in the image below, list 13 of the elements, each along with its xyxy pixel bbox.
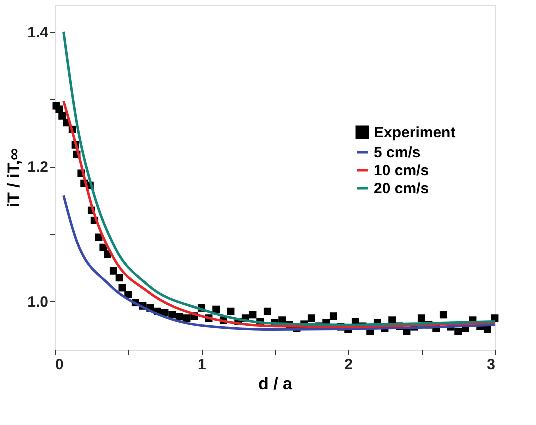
x-axis-title: d / a (258, 374, 294, 394)
x-tick-label: 1 (198, 356, 206, 374)
x-tick-label: 0 (56, 356, 64, 374)
legend-label: 10 cm/s (374, 162, 430, 180)
legend-label: Experiment (374, 124, 456, 142)
x-tick-label: 3 (487, 356, 496, 374)
y-tick-label: 1.2 (28, 159, 48, 176)
y-tick-label: 1.4 (28, 24, 50, 42)
y-axis-title: iT / iT,∞ (4, 148, 24, 208)
x-tick-label: 2 (344, 356, 354, 374)
legend-label: 5 cm/s (374, 144, 421, 162)
legend-label: 20 cm/s (374, 180, 430, 198)
y-tick-label: 1.0 (28, 294, 48, 311)
